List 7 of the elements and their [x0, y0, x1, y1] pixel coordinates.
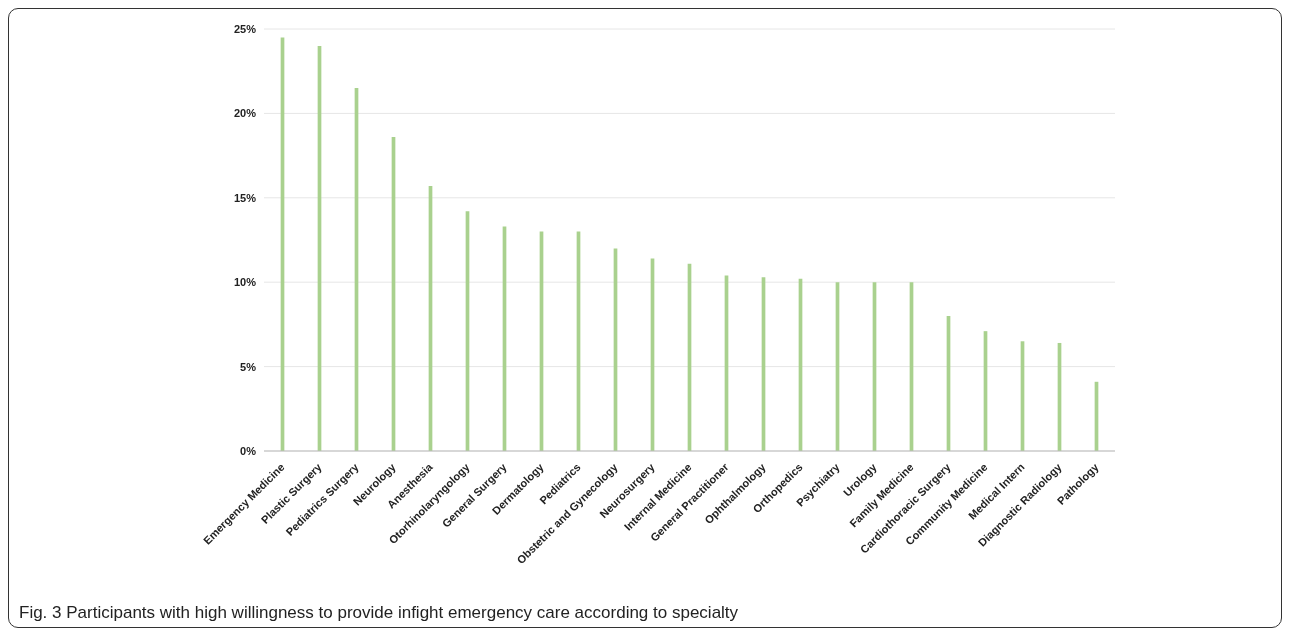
y-tick-label: 10% — [233, 276, 257, 289]
y-tick-label: 15% — [233, 191, 257, 204]
caption: Fig. 3 Participants with high willingness to provide infight emergency care according to specialty — [19, 603, 739, 623]
y-tick-label: 20% — [233, 107, 257, 120]
y-tick-label: 5% — [240, 360, 257, 373]
y-tick-label: 25% — [233, 22, 257, 35]
y-tick-label: 0% — [240, 444, 257, 457]
